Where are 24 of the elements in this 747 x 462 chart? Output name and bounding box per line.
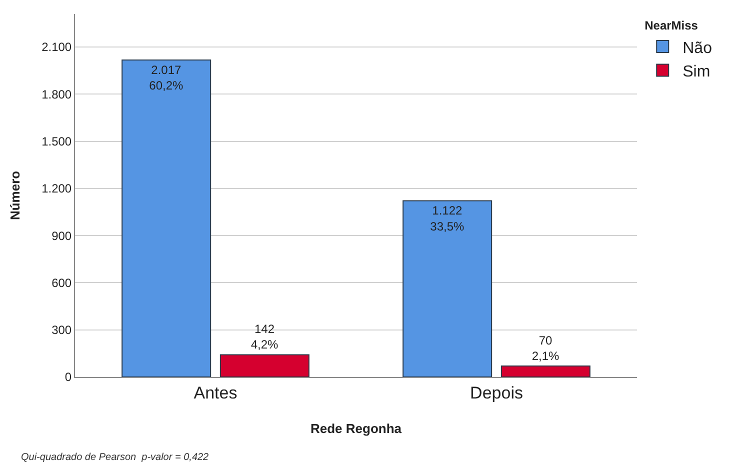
data-label: 70 2,1% <box>532 333 560 363</box>
x-tick-label: Antes <box>194 383 238 402</box>
legend-label: Sim <box>682 64 710 81</box>
bar <box>500 366 590 377</box>
y-tick-label: 1.200 <box>42 182 72 196</box>
text: Qui-quadrado de Pearson p-valor = 0,422 <box>21 452 210 462</box>
y-tick-label: 900 <box>52 228 72 243</box>
data-label: 2.017 60,2% <box>149 63 184 93</box>
x-axis-title: Rede Regonha <box>310 421 402 436</box>
data-label: 142 4,2% <box>250 322 279 352</box>
bar <box>220 354 310 377</box>
bar <box>402 200 492 377</box>
x-tick-label: Depois <box>470 383 523 402</box>
y-axis-title: Número <box>8 170 23 220</box>
y-tick-label: 1.800 <box>42 87 72 102</box>
legend-title: NearMiss <box>644 18 698 33</box>
data-label: 1.122 33,5% <box>430 204 465 234</box>
bar <box>122 60 212 377</box>
legend-label: Não <box>682 40 712 57</box>
y-tick-label: 1.500 <box>42 134 72 148</box>
y-tick-label: 2.100 <box>42 40 72 54</box>
y-tick-label: 600 <box>52 276 72 290</box>
y-tick-label: 0 <box>64 370 72 384</box>
y-tick-label: 300 <box>52 323 72 338</box>
